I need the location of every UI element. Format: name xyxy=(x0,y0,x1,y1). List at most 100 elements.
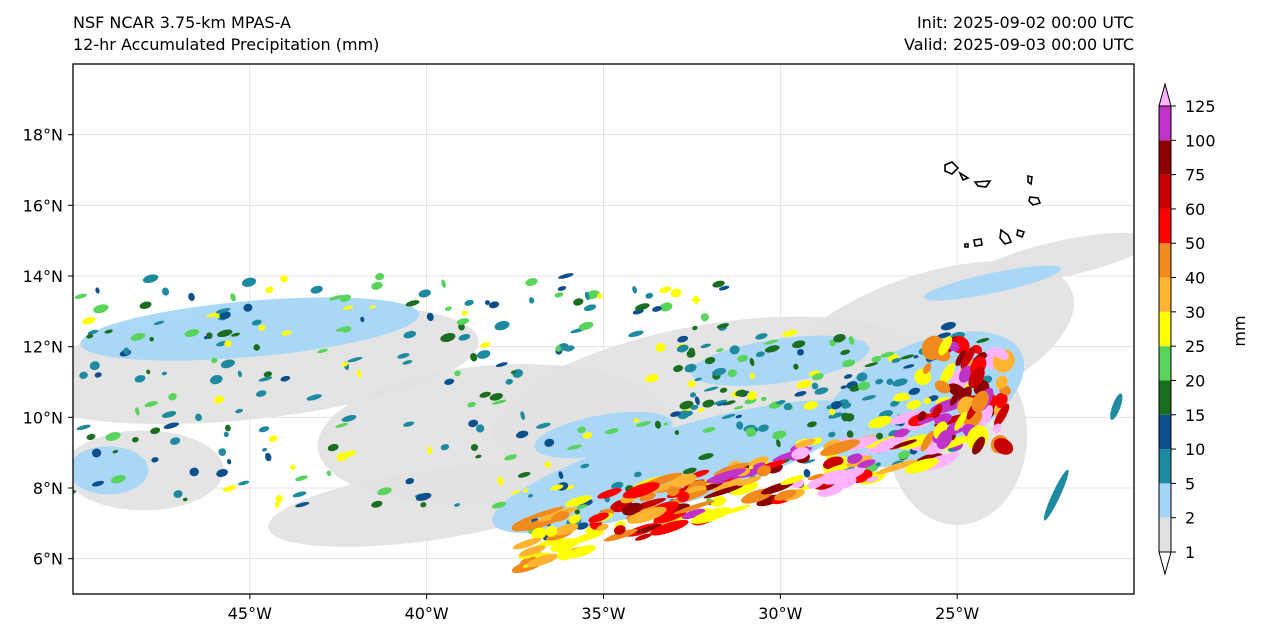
convective-cell xyxy=(886,378,894,386)
convective-cell xyxy=(713,399,728,405)
convective-cell xyxy=(908,387,921,395)
convective-cell xyxy=(628,330,644,338)
convective-cell xyxy=(583,304,597,312)
convective-cell xyxy=(89,361,100,371)
convective-cell xyxy=(188,292,195,301)
convective-cell xyxy=(468,419,479,428)
convective-cell xyxy=(427,446,432,455)
convective-cell xyxy=(261,447,268,452)
convective-cell xyxy=(737,354,749,363)
convective-cell xyxy=(371,500,383,508)
convective-cell xyxy=(211,357,218,364)
convective-cell xyxy=(215,307,231,314)
colorbar-tick-label: 75 xyxy=(1185,166,1205,185)
convective-cell xyxy=(470,352,478,362)
colorbar-tick-label: 5 xyxy=(1185,474,1195,493)
rainband-cell xyxy=(823,467,865,485)
rainband-cell xyxy=(807,473,824,481)
convective-cell xyxy=(749,357,755,367)
convective-cell xyxy=(275,494,283,503)
colorbar-swatch xyxy=(1159,380,1171,415)
rainband-cell xyxy=(736,476,762,486)
rainband-cell xyxy=(634,533,652,541)
convective-cell xyxy=(86,433,96,441)
convective-cell xyxy=(841,412,850,422)
convective-cell xyxy=(652,306,662,312)
colorbar-swatch xyxy=(1159,483,1171,518)
convective-cell xyxy=(764,345,780,353)
convective-cell xyxy=(295,501,310,508)
convective-cell xyxy=(690,392,696,398)
rain-streak xyxy=(1110,393,1123,420)
colorbar-tick-label: 1 xyxy=(1185,543,1195,562)
convective-cell xyxy=(923,397,932,404)
colorbar-swatch xyxy=(1159,311,1171,347)
convective-cell xyxy=(878,410,893,418)
rainband-cell xyxy=(749,456,769,467)
convective-cell xyxy=(875,432,883,440)
disturbance-cell xyxy=(954,411,967,431)
convective-cell xyxy=(517,471,531,478)
convective-cell xyxy=(94,372,102,378)
convective-cell xyxy=(864,362,879,368)
convective-cell xyxy=(529,297,535,304)
convective-cell xyxy=(698,453,714,461)
convective-cell xyxy=(634,471,642,478)
convective-cell xyxy=(134,375,146,383)
convective-cell xyxy=(169,437,181,445)
convective-cell xyxy=(440,444,450,451)
convective-cell xyxy=(402,360,413,365)
colorbar-label: mm xyxy=(1230,315,1249,346)
rainband-cell xyxy=(713,462,750,476)
rainband-cell xyxy=(807,479,824,489)
convective-cell xyxy=(91,448,102,458)
moderate-precip-area xyxy=(80,297,420,361)
convective-cell xyxy=(375,273,385,281)
convective-cell xyxy=(112,449,119,454)
convective-cell xyxy=(441,279,446,288)
convective-cell xyxy=(110,474,126,484)
convective-cell xyxy=(758,424,769,432)
rainband-cell xyxy=(752,462,766,469)
convective-cell xyxy=(131,436,139,443)
island-sao-vicente xyxy=(958,170,970,182)
convective-cell xyxy=(479,391,491,398)
convective-cell xyxy=(444,306,452,311)
rainband-cell xyxy=(596,523,609,531)
convective-cell xyxy=(142,274,159,284)
colorbar-swatch xyxy=(1159,106,1171,141)
rainband-cell xyxy=(820,439,860,456)
convective-cell xyxy=(130,332,146,341)
convective-cell xyxy=(828,431,836,438)
rainband-cell xyxy=(795,438,816,448)
disturbance-cell xyxy=(995,375,1008,389)
convective-cell xyxy=(456,318,470,325)
convective-cell xyxy=(703,386,719,392)
colorbar-swatch xyxy=(1159,449,1171,484)
colorbar-swatch xyxy=(1159,140,1171,175)
convective-cell xyxy=(828,412,844,419)
convective-cell xyxy=(476,424,485,433)
convective-cell xyxy=(684,363,697,373)
moderate-precip-area xyxy=(73,446,149,495)
convective-cell xyxy=(575,504,588,510)
convective-cell xyxy=(183,497,188,502)
convective-cell xyxy=(510,370,517,374)
convective-cell xyxy=(716,323,729,329)
rainband-cell xyxy=(649,519,689,536)
rainband-cell xyxy=(703,484,744,499)
convective-cell xyxy=(511,490,521,495)
convective-cell xyxy=(940,321,956,331)
colorbar-tick-label: 60 xyxy=(1185,200,1205,219)
convective-cell xyxy=(632,308,644,315)
convective-cell xyxy=(856,372,868,382)
colorbar-swatch xyxy=(1159,517,1171,552)
rainband-cell xyxy=(531,527,547,540)
convective-cell xyxy=(686,349,696,358)
convective-cell xyxy=(341,361,348,367)
convective-cell xyxy=(265,452,272,462)
disturbance-cell xyxy=(992,347,1009,360)
convective-cell xyxy=(584,291,590,301)
convective-cell xyxy=(635,421,651,427)
convective-cell xyxy=(377,487,392,496)
